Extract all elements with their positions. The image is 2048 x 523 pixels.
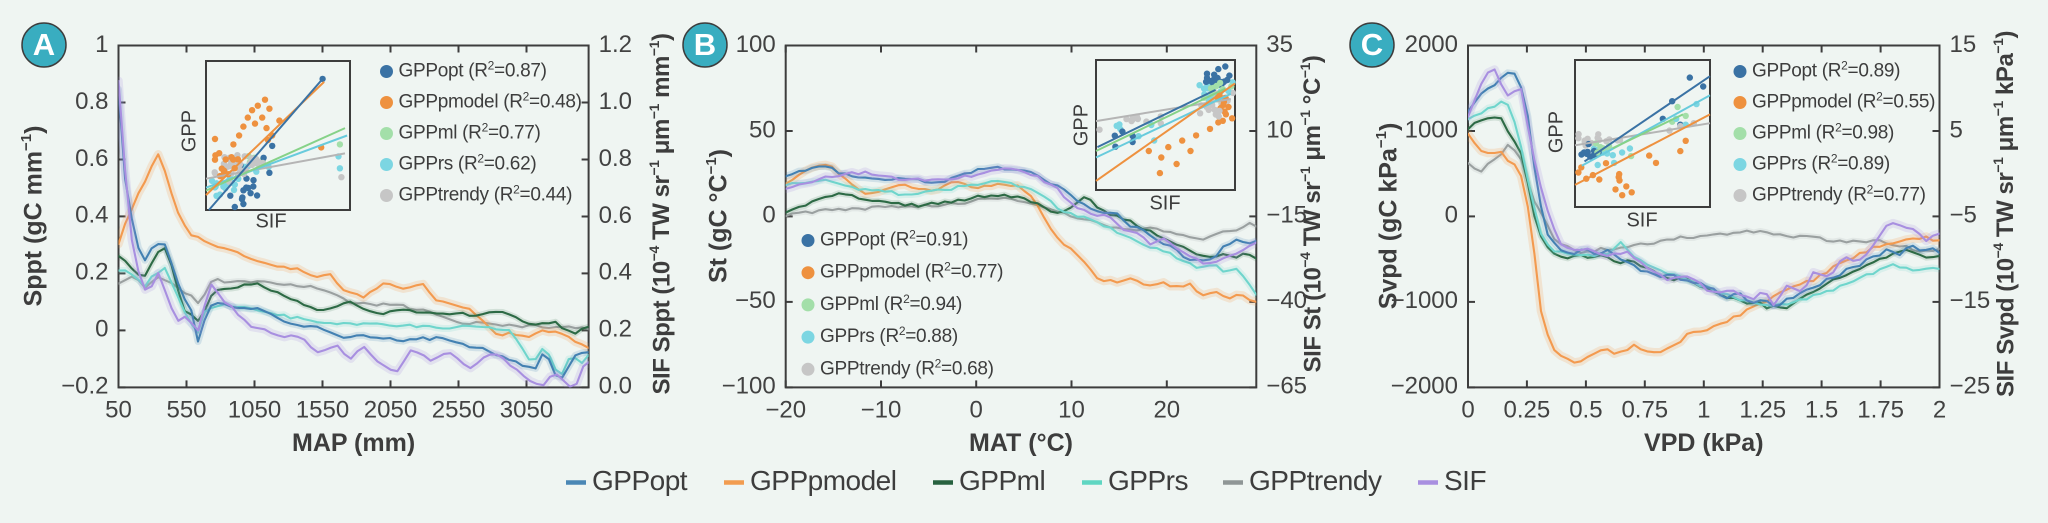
svg-text:VPD (kPa): VPD (kPa)	[1644, 429, 1763, 457]
svg-text:GPPpmodel: GPPpmodel	[750, 465, 896, 496]
svg-text:50: 50	[749, 116, 776, 143]
svg-text:3050: 3050	[500, 397, 553, 424]
svg-text:B: B	[694, 27, 716, 62]
svg-text:0: 0	[1445, 202, 1458, 229]
svg-text:−5: −5	[1950, 202, 1977, 229]
svg-text:−100: −100	[722, 373, 776, 400]
svg-text:Sppt (gC mm−1): Sppt (gC mm−1)	[18, 126, 48, 307]
svg-text:C: C	[1361, 27, 1383, 62]
svg-text:GPPopt: GPPopt	[592, 465, 688, 496]
svg-text:0: 0	[762, 202, 775, 229]
svg-text:0: 0	[95, 316, 108, 343]
svg-text:SIF: SIF	[1149, 192, 1180, 214]
svg-text:GPPopt (R2=0.87): GPPopt (R2=0.87)	[399, 59, 547, 82]
svg-text:GPPml (R2=0.77): GPPml (R2=0.77)	[399, 121, 541, 144]
svg-text:A: A	[33, 27, 55, 62]
svg-text:−10: −10	[861, 397, 902, 424]
svg-text:10: 10	[1058, 397, 1085, 424]
svg-text:−2000: −2000	[1391, 373, 1458, 400]
svg-text:1550: 1550	[296, 397, 349, 424]
svg-text:−20: −20	[765, 397, 806, 424]
svg-text:−1000: −1000	[1391, 287, 1458, 314]
svg-text:1050: 1050	[228, 397, 281, 424]
svg-text:SIF St (10−4 TW sr−1 μm−1 °C−1: SIF St (10−4 TW sr−1 μm−1 °C−1)	[1297, 56, 1327, 373]
svg-text:2550: 2550	[432, 397, 485, 424]
svg-text:0.2: 0.2	[599, 316, 632, 343]
svg-text:−15: −15	[1266, 202, 1307, 229]
svg-text:0: 0	[970, 397, 983, 424]
svg-text:GPPpmodel (R2=0.55): GPPpmodel (R2=0.55)	[1752, 90, 1935, 113]
svg-text:0: 0	[1461, 397, 1474, 424]
svg-text:MAT (°C): MAT (°C)	[969, 429, 1073, 457]
svg-text:GPP: GPP	[1070, 104, 1092, 146]
svg-text:20: 20	[1153, 397, 1180, 424]
svg-text:550: 550	[166, 397, 206, 424]
svg-text:GPPtrendy: GPPtrendy	[1249, 465, 1382, 496]
svg-text:GPPtrendy (R2=0.77): GPPtrendy (R2=0.77)	[1752, 183, 1926, 206]
svg-text:10: 10	[1266, 116, 1293, 143]
svg-text:0.8: 0.8	[599, 145, 632, 172]
svg-text:0.6: 0.6	[599, 202, 632, 229]
svg-text:5: 5	[1950, 116, 1963, 143]
svg-text:GPPrs (R2=0.88): GPPrs (R2=0.88)	[820, 324, 958, 347]
svg-text:0.2: 0.2	[75, 259, 108, 286]
svg-text:GPPml (R2=0.94): GPPml (R2=0.94)	[820, 292, 962, 315]
svg-text:35: 35	[1266, 31, 1293, 58]
svg-text:GPPtrendy (R2=0.68): GPPtrendy (R2=0.68)	[820, 356, 994, 379]
svg-text:−50: −50	[735, 287, 776, 314]
svg-text:15: 15	[1950, 31, 1977, 58]
svg-text:SIF: SIF	[1626, 209, 1657, 231]
svg-text:GPPtrendy (R2=0.44): GPPtrendy (R2=0.44)	[399, 183, 573, 206]
svg-text:1.2: 1.2	[599, 31, 632, 58]
svg-text:0.4: 0.4	[599, 259, 632, 286]
svg-text:−40: −40	[1266, 287, 1307, 314]
svg-text:GPPml: GPPml	[959, 465, 1045, 496]
svg-text:−65: −65	[1266, 373, 1307, 400]
svg-text:1.0: 1.0	[599, 88, 632, 115]
svg-text:SIF: SIF	[1444, 465, 1486, 496]
svg-text:GPPrs: GPPrs	[1108, 465, 1188, 496]
svg-text:2: 2	[1933, 397, 1946, 424]
svg-text:1.75: 1.75	[1857, 397, 1904, 424]
svg-text:2050: 2050	[364, 397, 417, 424]
svg-text:SIF: SIF	[255, 210, 286, 232]
svg-text:SIF Sppt (10−4 TW sr−1 μm−1 mm: SIF Sppt (10−4 TW sr−1 μm−1 mm−1)	[646, 33, 676, 394]
svg-text:0.0: 0.0	[599, 373, 632, 400]
svg-text:−15: −15	[1950, 287, 1991, 314]
svg-text:MAP (mm): MAP (mm)	[292, 429, 415, 457]
svg-text:1: 1	[95, 31, 108, 58]
svg-text:1000: 1000	[1405, 116, 1458, 143]
svg-text:0.25: 0.25	[1504, 397, 1551, 424]
svg-text:1.5: 1.5	[1805, 397, 1838, 424]
svg-text:GPPrs (R2=0.89): GPPrs (R2=0.89)	[1752, 152, 1890, 175]
svg-text:GPPpmodel (R2=0.77): GPPpmodel (R2=0.77)	[820, 260, 1003, 283]
svg-text:Svpd (gC kPa−1): Svpd (gC kPa−1)	[1373, 123, 1403, 310]
svg-text:50: 50	[105, 397, 132, 424]
svg-text:GPPrs (R2=0.62): GPPrs (R2=0.62)	[399, 152, 537, 175]
svg-text:−0.2: −0.2	[61, 373, 108, 400]
svg-text:0.8: 0.8	[75, 88, 108, 115]
svg-text:0.5: 0.5	[1569, 397, 1602, 424]
svg-text:GPPpmodel (R2=0.48): GPPpmodel (R2=0.48)	[399, 90, 582, 113]
svg-text:1: 1	[1697, 397, 1710, 424]
svg-text:GPP: GPP	[1545, 111, 1567, 153]
svg-text:0.4: 0.4	[75, 202, 108, 229]
svg-text:2000: 2000	[1405, 31, 1458, 58]
svg-text:1.25: 1.25	[1739, 397, 1786, 424]
svg-text:−25: −25	[1950, 373, 1991, 400]
svg-text:GPPopt (R2=0.89): GPPopt (R2=0.89)	[1752, 59, 1900, 82]
svg-text:0.6: 0.6	[75, 145, 108, 172]
svg-text:GPPopt (R2=0.91): GPPopt (R2=0.91)	[820, 228, 968, 251]
svg-text:100: 100	[736, 31, 776, 58]
svg-text:0.75: 0.75	[1621, 397, 1668, 424]
svg-text:SIF Svpd (10−4 TW sr−1 μm−1 kP: SIF Svpd (10−4 TW sr−1 μm−1 kPa−1)	[1990, 31, 2020, 397]
svg-text:GPP: GPP	[178, 110, 200, 152]
svg-text:GPPml (R2=0.98): GPPml (R2=0.98)	[1752, 121, 1894, 144]
